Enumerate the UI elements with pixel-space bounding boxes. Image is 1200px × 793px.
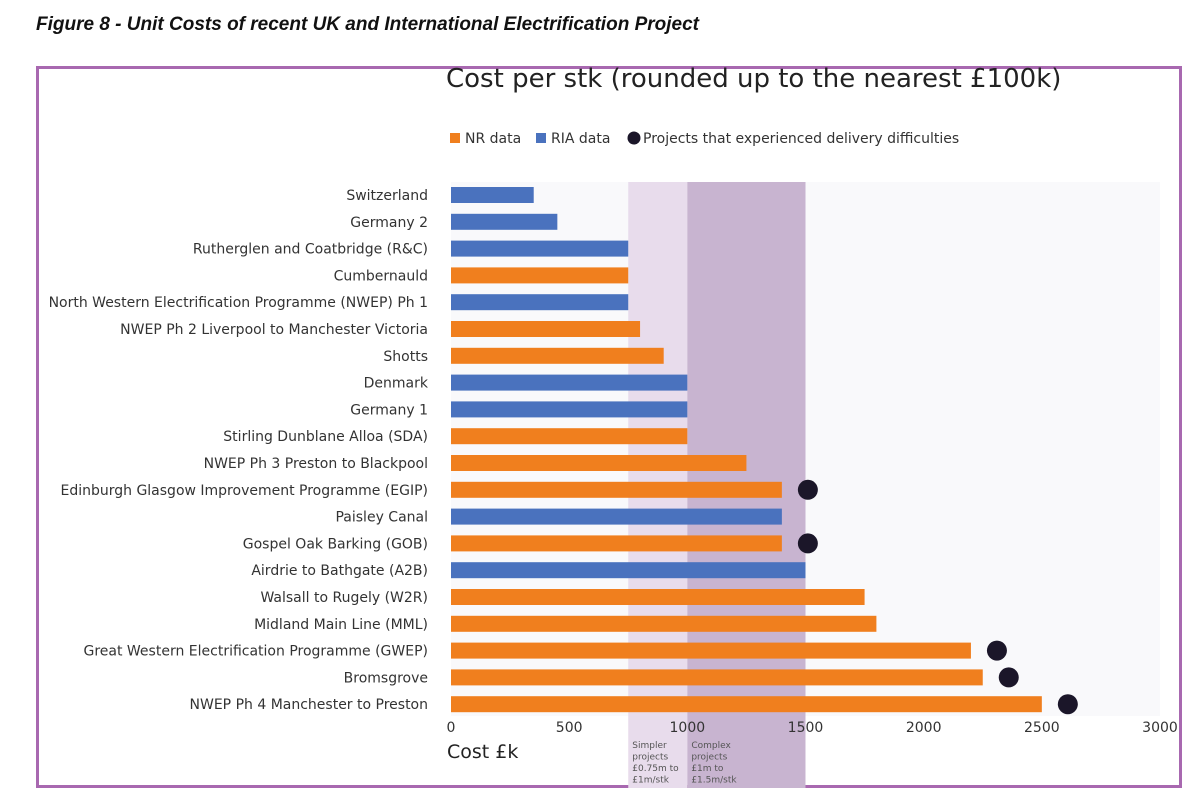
bar[interactable] [451, 481, 782, 498]
bar[interactable] [451, 455, 747, 471]
bar[interactable] [451, 401, 688, 418]
difficulty-marker [797, 533, 818, 554]
category-label: Germany 2 [350, 215, 428, 231]
bar[interactable] [451, 428, 688, 445]
category-label: Walsall to Rugely (W2R) [260, 590, 428, 606]
bar[interactable] [451, 562, 806, 579]
legend-marker-ria [536, 133, 546, 143]
x-tick-label: 2500 [1024, 720, 1060, 736]
category-label: Edinburgh Glasgow Improvement Programme … [60, 483, 428, 499]
x-tick-label: 0 [447, 720, 456, 736]
bar[interactable] [451, 642, 971, 659]
band-label: £1.5m/stk [691, 776, 737, 786]
x-tick-label: 3000 [1142, 720, 1178, 736]
bar[interactable] [451, 187, 534, 203]
category-label: Stirling Dunblane Alloa (SDA) [223, 429, 428, 445]
category-label: Shotts [383, 349, 428, 365]
band-label: projects [632, 753, 668, 763]
x-tick-label: 500 [556, 720, 583, 736]
category-label: Germany 1 [350, 402, 428, 418]
band-label: £0.75m to [632, 764, 679, 774]
figure-title: Figure 8 - Unit Costs of recent UK and I… [36, 14, 699, 35]
bar[interactable] [451, 347, 664, 364]
x-axis-label: Cost £k [447, 741, 518, 763]
bar[interactable] [451, 213, 558, 230]
difficulty-marker [797, 479, 818, 500]
legend-label-nr: NR data [465, 131, 521, 147]
category-label: NWEP Ph 2 Liverpool to Manchester Victor… [120, 322, 428, 338]
band-label: Simpler [632, 741, 667, 751]
bar[interactable] [451, 374, 688, 391]
bar[interactable] [451, 294, 629, 311]
legend-marker-nr [450, 133, 460, 143]
bar[interactable] [451, 240, 629, 257]
bar[interactable] [451, 321, 641, 337]
bar[interactable] [451, 267, 629, 284]
x-tick-label: 2000 [906, 720, 942, 736]
category-label: NWEP Ph 4 Manchester to Preston [190, 697, 428, 713]
x-tick-label: 1000 [670, 720, 706, 736]
band-label: Complex [691, 741, 731, 751]
difficulty-marker [986, 640, 1007, 661]
bar[interactable] [451, 508, 782, 525]
band-label: £1m to [691, 764, 724, 774]
category-label: Airdrie to Bathgate (A2B) [251, 563, 428, 579]
category-label: Cumbernauld [334, 268, 428, 284]
legend-label-difficulty: Projects that experienced delivery diffi… [643, 131, 959, 147]
x-tick-label: 1500 [788, 720, 824, 736]
legend-label-ria: RIA data [551, 131, 610, 147]
bar[interactable] [451, 535, 782, 552]
band-label: projects [691, 753, 727, 763]
legend-marker-difficulty [627, 131, 641, 145]
category-label: North Western Electrification Programme … [49, 295, 428, 311]
category-label: Bromsgrove [344, 670, 428, 686]
chart-title: Cost per stk (rounded up to the nearest … [446, 64, 1062, 94]
bar[interactable] [451, 696, 1042, 713]
bar[interactable] [451, 615, 877, 632]
category-label: Rutherglen and Coatbridge (R&C) [193, 242, 428, 258]
category-label: Midland Main Line (MML) [254, 617, 428, 633]
category-label: Paisley Canal [335, 510, 428, 526]
category-label: NWEP Ph 3 Preston to Blackpool [204, 456, 428, 472]
category-label: Gospel Oak Barking (GOB) [243, 536, 428, 552]
difficulty-marker [1057, 694, 1078, 715]
bar[interactable] [451, 589, 865, 605]
bar[interactable] [451, 669, 983, 686]
category-label: Switzerland [346, 188, 428, 204]
difficulty-marker [998, 667, 1019, 688]
category-label: Denmark [364, 376, 429, 392]
category-label: Great Western Electrification Programme … [83, 644, 428, 660]
band-label: £1m/stk [632, 776, 669, 786]
chart-frame [36, 66, 1182, 788]
